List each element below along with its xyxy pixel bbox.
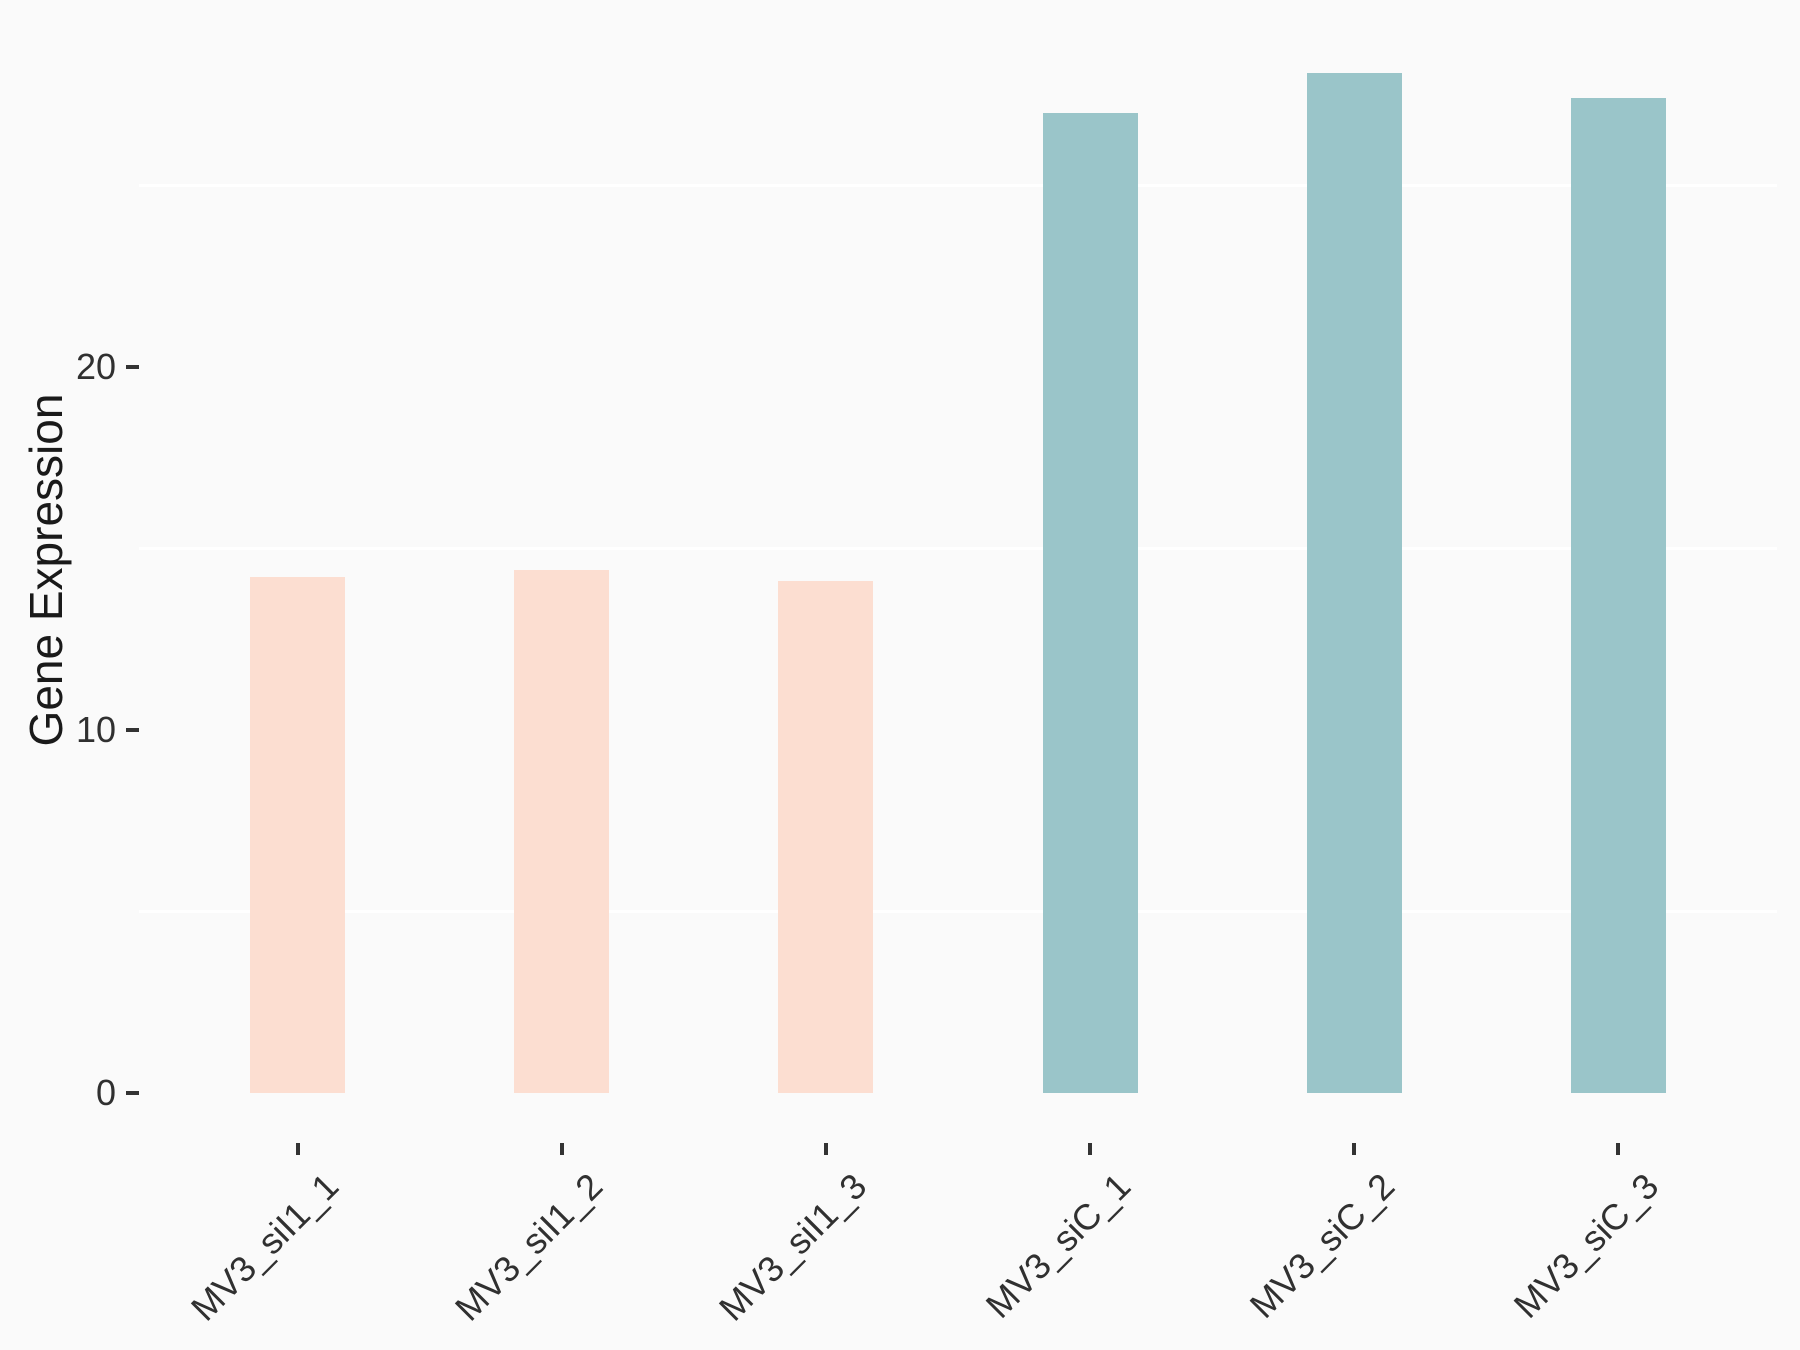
bar [514, 570, 610, 1093]
minor-gridline [139, 184, 1777, 188]
bar [778, 581, 874, 1093]
y-tick-mark [126, 1090, 139, 1095]
x-tick-mark [823, 1143, 828, 1155]
x-tick-mark [1616, 1143, 1621, 1155]
y-tick-label: 20 [75, 346, 116, 387]
bar [250, 577, 346, 1093]
y-axis-title: Gene Expression [20, 393, 72, 747]
bar [1042, 113, 1138, 1093]
bar [1570, 98, 1666, 1093]
x-tick-mark [559, 1143, 564, 1155]
y-tick-label: 0 [95, 1071, 116, 1113]
minor-gridline [139, 909, 1777, 913]
x-tick-label: MV3_siI1_1 [182, 1165, 346, 1329]
y-tick-mark [126, 727, 139, 732]
x-tick-mark [1352, 1143, 1357, 1155]
minor-gridline [139, 546, 1777, 550]
x-tick-mark [1088, 1143, 1093, 1155]
bar [1306, 73, 1402, 1093]
y-tick-label: 10 [75, 708, 116, 750]
y-tick-mark [126, 365, 139, 369]
x-tick-mark [295, 1143, 300, 1155]
